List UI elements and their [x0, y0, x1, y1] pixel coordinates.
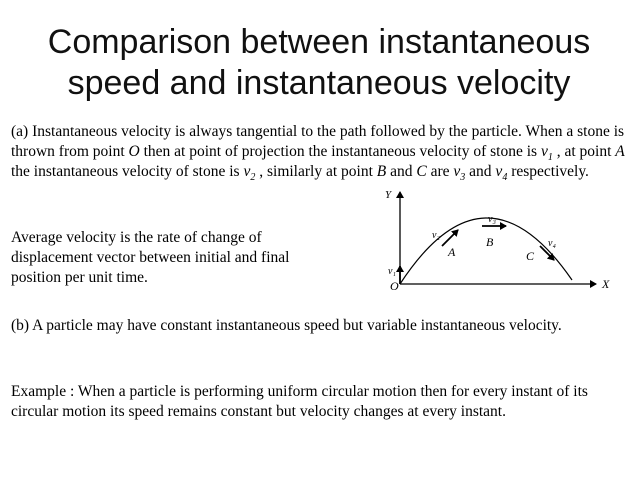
title-line-2: speed and instantaneous velocity — [67, 64, 571, 102]
v4-letter: v — [495, 163, 503, 180]
point-c-diagram-label: C — [526, 249, 535, 263]
point-a-label: A — [615, 143, 625, 160]
v4-symbol: v4 — [495, 163, 508, 184]
paragraph-a: (a) Instantaneous velocity is always tan… — [11, 122, 626, 184]
slide-title: Comparison between instantaneous speed a… — [0, 22, 638, 104]
velocity-vector-v2 — [441, 229, 459, 247]
origin-label: O — [390, 279, 399, 293]
v3-subscript: 3 — [460, 172, 466, 184]
v1-symbol: v1 — [540, 143, 553, 164]
point-o-label: O — [128, 143, 140, 160]
v3-symbol: v3 — [453, 163, 466, 184]
y-axis-label: Y — [385, 189, 393, 201]
example-paragraph: Example : When a particle is performing … — [11, 383, 588, 420]
v3-letter: v — [453, 163, 461, 180]
paragraph-b: (b) A particle may have constant instant… — [11, 317, 562, 334]
velocity-vector-v4 — [539, 245, 555, 261]
average-velocity-paragraph: Average velocity is the rate of change o… — [11, 229, 290, 286]
point-a-diagram-label: A — [447, 245, 456, 259]
point-b-label: B — [376, 163, 387, 180]
v2-diagram-label: v₂ — [432, 230, 440, 241]
title-line-1: Comparison between instantaneous — [47, 23, 591, 61]
v2-symbol: v2 — [243, 163, 256, 184]
v1-subscript: 1 — [547, 152, 553, 164]
para-a-text-8: and — [465, 163, 496, 180]
para-a-text-4: the instantaneous velocity of stone is — [11, 163, 244, 180]
para-a-text-5: , similarly at point — [255, 163, 377, 180]
para-a-text-3: , at point — [552, 143, 616, 160]
para-a-text-7: are — [426, 163, 454, 180]
x-axis-label: X — [601, 277, 610, 291]
point-b-diagram-label: B — [486, 235, 494, 249]
projectile-diagram: Y X O A B C v₁ v₂ v₃ v₄ — [385, 189, 610, 293]
point-c-label: C — [416, 163, 427, 180]
para-a-text-6: and — [386, 163, 417, 180]
v3-diagram-label: v₃ — [488, 214, 496, 225]
para-a-text-9: respectively. — [507, 163, 589, 180]
para-a-text-1: (a) Instantaneous velocity is always tan… — [11, 123, 625, 160]
v1-letter: v — [540, 143, 548, 160]
v2-letter: v — [243, 163, 251, 180]
v1-diagram-label: v₁ — [388, 266, 396, 277]
para-a-text-2: then at point of projection the instanta… — [139, 143, 541, 160]
v2-subscript: 2 — [250, 172, 256, 184]
v4-diagram-label: v₄ — [548, 238, 556, 249]
v4-subscript: 4 — [502, 172, 508, 184]
trajectory-curve — [399, 217, 573, 285]
